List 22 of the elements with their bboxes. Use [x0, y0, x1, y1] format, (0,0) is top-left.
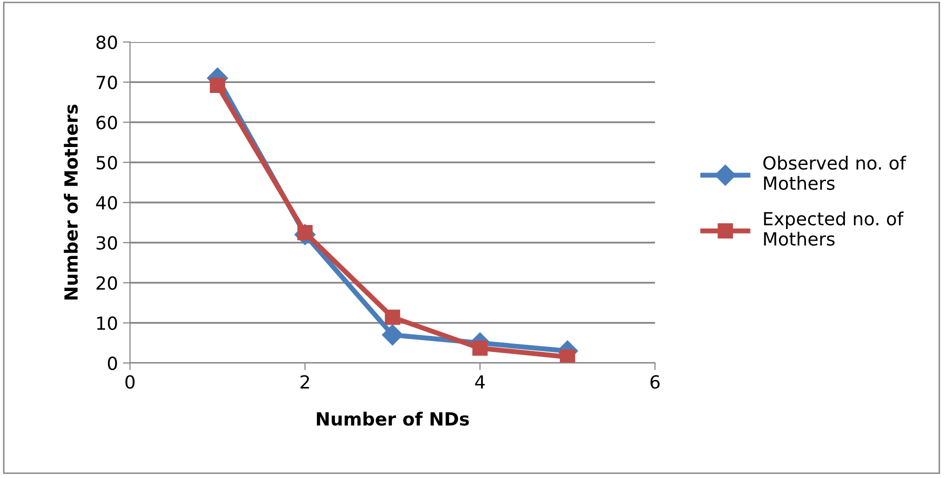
y-tick-label: 20: [96, 276, 117, 290]
point: [210, 78, 226, 93]
y-tick-label: 30: [96, 236, 117, 250]
point: [472, 340, 488, 356]
x-axis-title: Number of NDs: [316, 412, 469, 426]
y-tick-label: 40: [96, 196, 117, 210]
y-tick-label: 0: [108, 356, 117, 370]
point: [384, 310, 400, 325]
y-axis-title: Number of Mothers: [64, 104, 78, 300]
y-tick-label: 60: [96, 116, 117, 130]
y-tick-label: 10: [97, 316, 117, 330]
legend-label: Expected no. of Mothers: [764, 212, 904, 246]
y-tick-label: 50: [96, 156, 117, 170]
point: [560, 349, 576, 363]
point: [382, 324, 404, 346]
x-tick-label: 2: [300, 375, 309, 389]
x-tick-label: 6: [650, 375, 660, 389]
legend-label: Observed no. of Mothers: [763, 156, 906, 190]
y-tick-label: 70: [96, 76, 117, 90]
x-tick-label: 4: [475, 375, 485, 389]
x-tick-label: 0: [125, 375, 135, 389]
y-tick-label: 80: [96, 35, 117, 50]
